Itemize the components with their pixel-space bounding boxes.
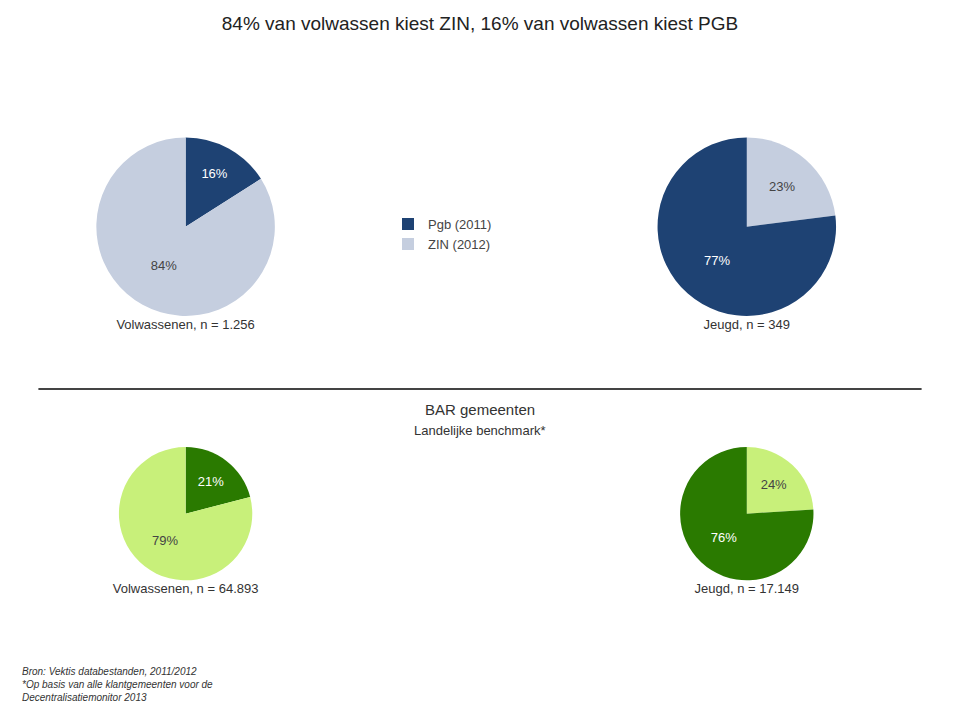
svg-text:Jeugd, n = 349: Jeugd, n = 349 — [704, 317, 790, 332]
svg-text:Volwassenen, n = 64.893: Volwassenen, n = 64.893 — [113, 581, 259, 596]
svg-text:84%: 84% — [151, 258, 177, 273]
svg-text:ZIN (2012): ZIN (2012) — [428, 237, 490, 252]
svg-text:Landelijke benchmark*: Landelijke benchmark* — [414, 423, 546, 438]
svg-text:24%: 24% — [761, 477, 787, 492]
svg-text:16%: 16% — [201, 166, 227, 181]
svg-text:Pgb (2011): Pgb (2011) — [428, 217, 491, 232]
svg-text:BAR gemeenten: BAR gemeenten — [425, 401, 535, 418]
svg-text:21%: 21% — [198, 474, 224, 489]
svg-text:Jeugd, n = 17.149: Jeugd, n = 17.149 — [695, 581, 799, 596]
svg-text:Bron: Vektis databestanden, 20: Bron: Vektis databestanden, 2011/2012*Op… — [22, 666, 213, 703]
svg-text:23%: 23% — [769, 179, 795, 194]
svg-text:76%: 76% — [711, 530, 737, 545]
svg-text:84% van volwassen kiest ZIN, 1: 84% van volwassen kiest ZIN, 16% van vol… — [222, 13, 738, 34]
svg-text:79%: 79% — [152, 533, 178, 548]
svg-text:Volwassenen, n = 1.256: Volwassenen, n = 1.256 — [116, 317, 254, 332]
svg-text:77%: 77% — [704, 253, 730, 268]
